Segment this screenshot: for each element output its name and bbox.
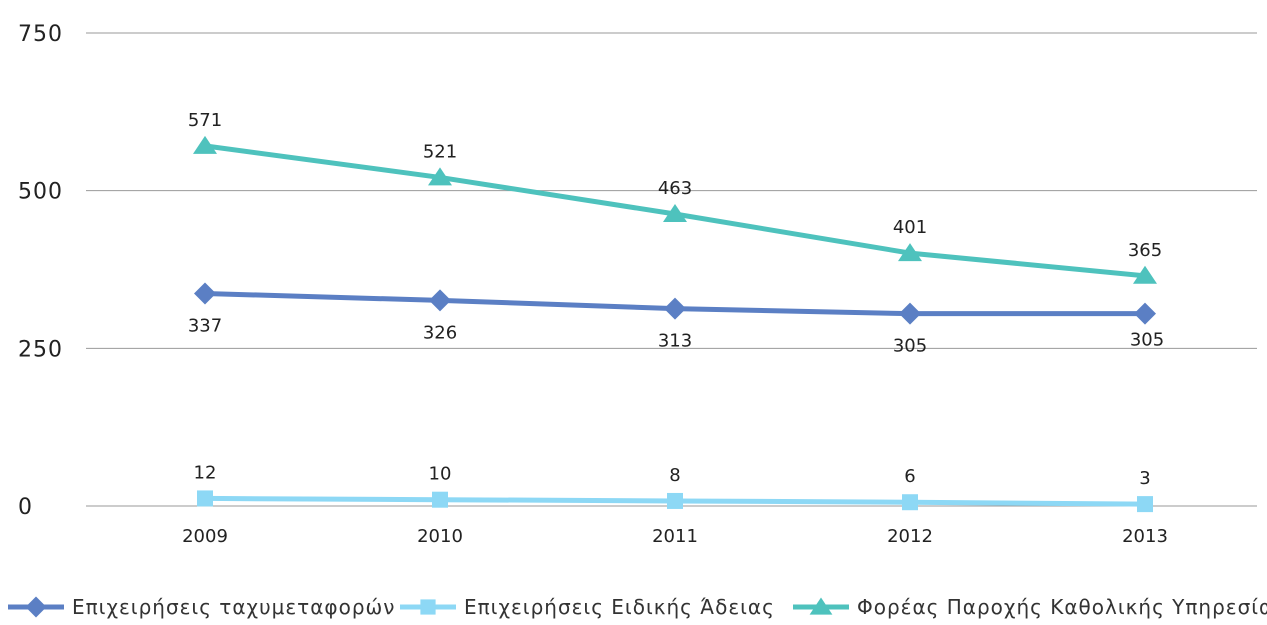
legend-label: Φορέας Παροχής Καθολικής Υπηρεσίας xyxy=(857,595,1267,619)
series-2-point-2012 xyxy=(902,494,918,511)
legend: Επιχειρήσεις ταχυμεταφορών Επιχειρήσεις Ε… xyxy=(8,595,1267,619)
data-label: 463 xyxy=(658,178,692,199)
data-label: 571 xyxy=(188,110,222,131)
y-tick-label: 500 xyxy=(18,180,63,205)
series-3-point-2012 xyxy=(898,243,922,262)
x-tick-label: 2011 xyxy=(652,526,698,547)
series-3-point-2013 xyxy=(1133,265,1157,284)
data-label: 305 xyxy=(893,336,927,357)
series-3-point-2009 xyxy=(193,135,217,154)
series-3-point-2010 xyxy=(428,167,452,186)
legend-swatch-marker xyxy=(809,597,833,615)
data-label: 326 xyxy=(423,322,457,343)
data-label: 10 xyxy=(429,464,452,485)
y-tick-label: 750 xyxy=(18,22,63,47)
x-tick-label: 2013 xyxy=(1122,526,1168,547)
data-label: 305 xyxy=(1130,330,1164,351)
y-tick-label: 250 xyxy=(18,337,63,362)
series-1-point-2009 xyxy=(194,282,216,305)
series-lines xyxy=(202,143,1148,507)
x-axis-ticks: 2009 2010 2011 2012 2013 xyxy=(182,526,1168,547)
legend-item-3: Φορέας Παροχής Καθολικής Υπηρεσίας xyxy=(793,595,1267,619)
series-1-point-2013 xyxy=(1134,302,1156,325)
legend-swatch-marker xyxy=(420,599,436,615)
series-2-point-2013 xyxy=(1137,496,1153,513)
series-2-point-2011 xyxy=(667,492,683,509)
data-label: 401 xyxy=(893,217,927,238)
y-tick-label: 0 xyxy=(18,495,33,520)
series-3-point-2011 xyxy=(663,204,687,223)
series-2-point-2010 xyxy=(432,491,448,508)
data-label: 337 xyxy=(188,315,222,336)
legend-label: Επιχειρήσεις ταχυμεταφορών xyxy=(72,595,395,619)
series-1-point-2012 xyxy=(899,302,921,325)
data-label: 521 xyxy=(423,141,457,162)
series-markers xyxy=(193,135,1157,513)
data-label: 3 xyxy=(1139,468,1150,489)
data-label: 313 xyxy=(658,331,692,352)
x-tick-label: 2012 xyxy=(887,526,933,547)
x-tick-label: 2009 xyxy=(182,526,228,547)
legend-swatch-marker xyxy=(25,596,47,618)
series-1-point-2011 xyxy=(664,297,686,320)
series-2-point-2009 xyxy=(197,490,213,507)
x-tick-label: 2010 xyxy=(417,526,463,547)
data-label: 365 xyxy=(1128,240,1162,261)
data-label: 8 xyxy=(669,465,680,486)
data-labels: 337 326 313 305 305 12 10 8 6 3 571 521 463 401 365 xyxy=(188,110,1164,489)
legend-label: Επιχειρήσεις Ειδικής Άδειας xyxy=(464,595,775,619)
y-axis-ticks: 0 250 500 750 xyxy=(18,22,63,520)
data-label: 12 xyxy=(194,462,217,483)
series-1-point-2010 xyxy=(429,289,451,312)
legend-item-2: Επιχειρήσεις Ειδικής Άδειας xyxy=(400,595,775,619)
legend-item-1: Επιχειρήσεις ταχυμεταφορών xyxy=(8,595,395,619)
data-label: 6 xyxy=(904,466,915,487)
